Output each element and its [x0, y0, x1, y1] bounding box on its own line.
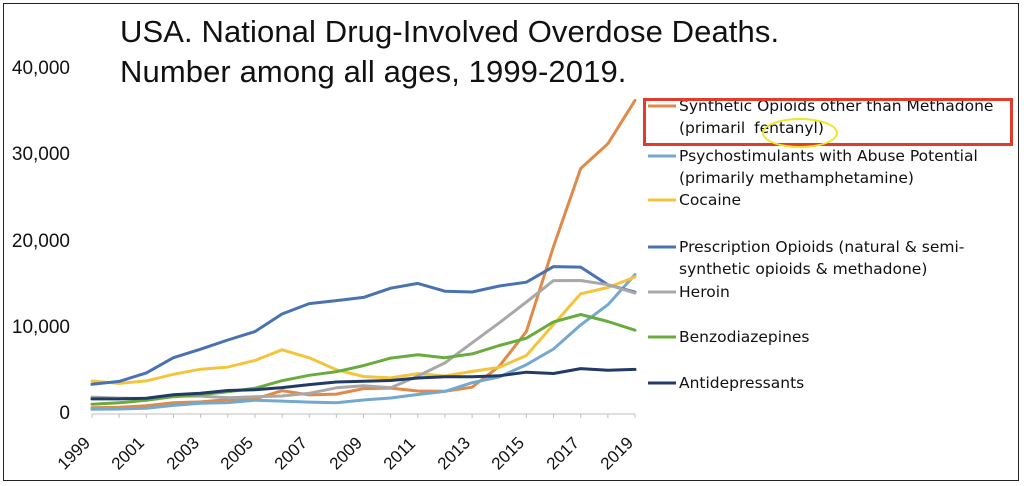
- fentanyl-highlight-box: [643, 98, 1013, 146]
- legend-label-line1: Psychostimulants with Abuse Potential: [679, 147, 978, 165]
- chart-title-line-1: USA. National Drug-Involved Overdose Dea…: [120, 14, 780, 49]
- y-tick-label: 30,000: [11, 144, 70, 166]
- legend-label-line1: Antidepressants: [679, 374, 805, 392]
- legend-label-line1: Heroin: [679, 283, 730, 301]
- chart-title-line-2: Number among all ages, 1999-2019.: [120, 54, 627, 89]
- legend-item-cocaine: Cocaine: [679, 189, 741, 211]
- legend-label-line2-prefix: (primaril: [679, 119, 746, 137]
- legend-label-line2: (primarily methamphetamine): [679, 169, 914, 187]
- fentanyl-highlight-circle: [762, 118, 838, 148]
- legend-item-benzodiazepines: Benzodiazepines: [679, 326, 810, 348]
- series-line-cocaine: [90, 275, 637, 385]
- legend-item-heroin: Heroin: [679, 281, 730, 303]
- series-lines: [90, 98, 637, 411]
- legend-label-line1: Cocaine: [679, 191, 741, 209]
- legend-swatches: [648, 104, 676, 385]
- legend-label-line2: synthetic opioids & methadone): [679, 260, 928, 278]
- series-line-benzodiazepines: [90, 313, 637, 406]
- legend-label-line1: Benzodiazepines: [679, 328, 810, 346]
- x-axis-ticks: [91, 414, 636, 418]
- chart-frame: [3, 3, 1019, 481]
- legend-label-line1: Prescription Opioids (natural & semi-: [679, 238, 965, 256]
- y-tick-label: 0: [59, 403, 70, 424]
- y-tick-label: 10,000: [11, 316, 70, 338]
- series-line-synthetic: [90, 98, 637, 410]
- legend-item-psychostimulants: Psychostimulants with Abuse Potential (p…: [679, 145, 978, 189]
- y-tick-label: 20,000: [11, 230, 70, 252]
- legend-item-antidepressants: Antidepressants: [679, 372, 804, 394]
- series-line-prescription: [90, 265, 637, 386]
- y-tick-label: 40,000: [11, 58, 70, 79]
- legend-label-line1: Synthetic Opioids other than Methadone: [679, 97, 994, 115]
- series-line-psychostimulants: [90, 273, 637, 411]
- legend-item-prescription-opioids: Prescription Opioids (natural & semi- sy…: [679, 236, 964, 280]
- series-line-antidepressants: [90, 367, 637, 401]
